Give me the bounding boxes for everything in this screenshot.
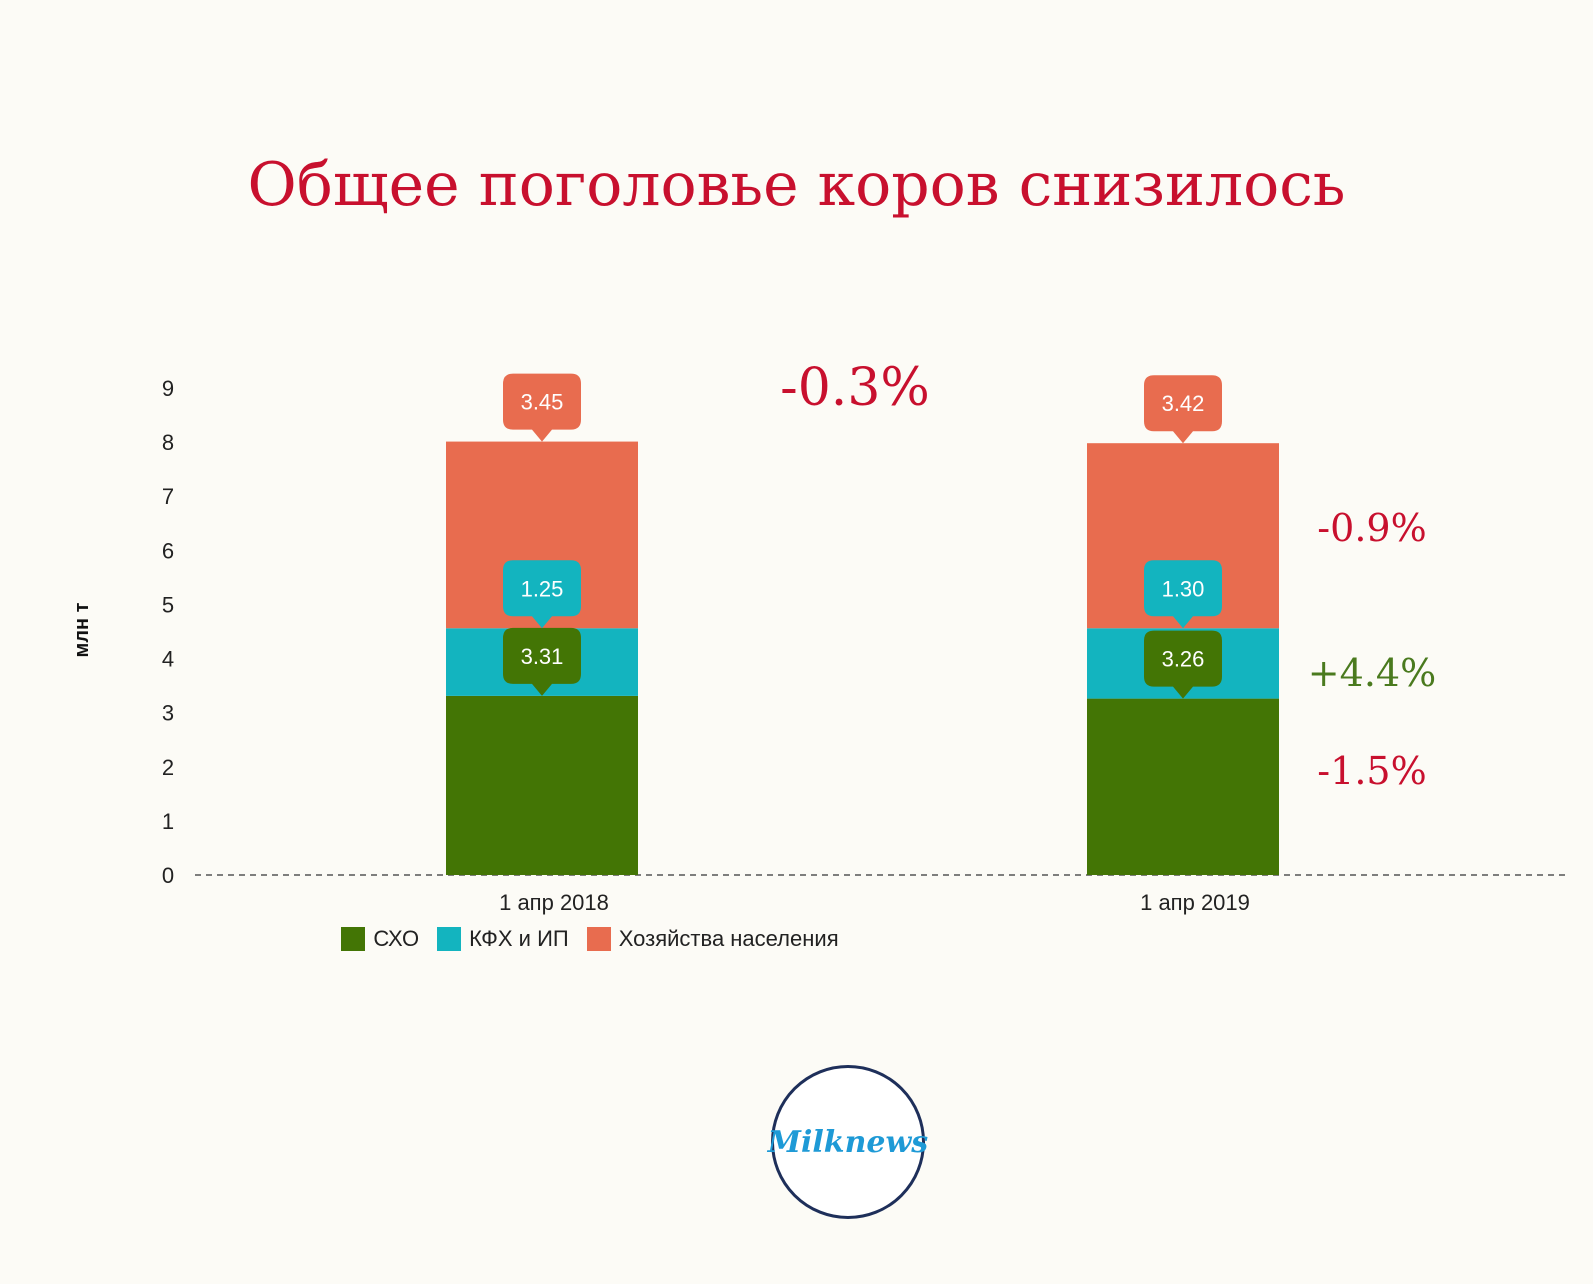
data-label-callout [1144,375,1222,444]
milknews-logo: Milknews [767,1065,929,1219]
y-tick-label: 1 [162,809,174,834]
legend-label-sxo: СХО [373,926,420,951]
legend-label-kfx: КФХ и ИП [469,926,569,951]
page-title: Общее поголовье коров снизилось [247,150,1346,220]
data-label: 3.45 [521,390,564,415]
y-tick-label: 2 [162,755,174,780]
data-label: 3.42 [1162,391,1205,416]
y-tick-label: 9 [162,376,174,401]
data-label-callout [503,627,581,696]
legend-swatch-households [586,927,611,951]
data-label-callout [1144,630,1222,699]
total-change-annotation: -0.3% [780,358,930,418]
y-tick-label: 7 [162,484,174,509]
legend-label-households: Хозяйства населения [618,926,839,951]
y-axis-label: млн т [71,602,93,657]
y-tick-label: 8 [162,430,174,455]
data-label: 1.30 [1162,576,1205,601]
legend-swatch-kfx [437,927,462,951]
y-tick-label: 0 [162,863,174,888]
legend-item-kfx[interactable]: КФХ и ИП [437,926,569,952]
legend-item-households[interactable]: Хозяйства населения [586,926,839,952]
legend-item-sxo[interactable]: СХО [341,926,419,952]
data-label-callout [503,560,581,629]
data-label-callout [1144,560,1222,629]
series-change-annotation: +4.4% [1308,651,1436,695]
legend-swatch-sxo [341,927,366,951]
data-label-callout [503,373,581,442]
y-tick-label: 3 [162,701,174,726]
logo-text: Milknews [767,1124,929,1160]
data-label: 1.25 [521,576,564,601]
x-tick-label: 1 апр 2018 [499,890,609,915]
chart-legend: СХО КФХ и ИП Хозяйства населения [0,926,1140,952]
x-tick-label: 1 апр 2019 [1140,890,1250,915]
series-change-annotation: -0.9% [1317,506,1426,550]
data-label: 3.26 [1162,647,1205,672]
y-tick-label: 6 [162,538,174,563]
bar-segment [446,695,638,875]
bar-segment [1087,698,1279,875]
data-label: 3.31 [521,644,564,669]
series-change-annotation: -1.5% [1317,749,1426,793]
y-tick-label: 5 [162,592,174,617]
y-tick-label: 4 [162,647,174,672]
